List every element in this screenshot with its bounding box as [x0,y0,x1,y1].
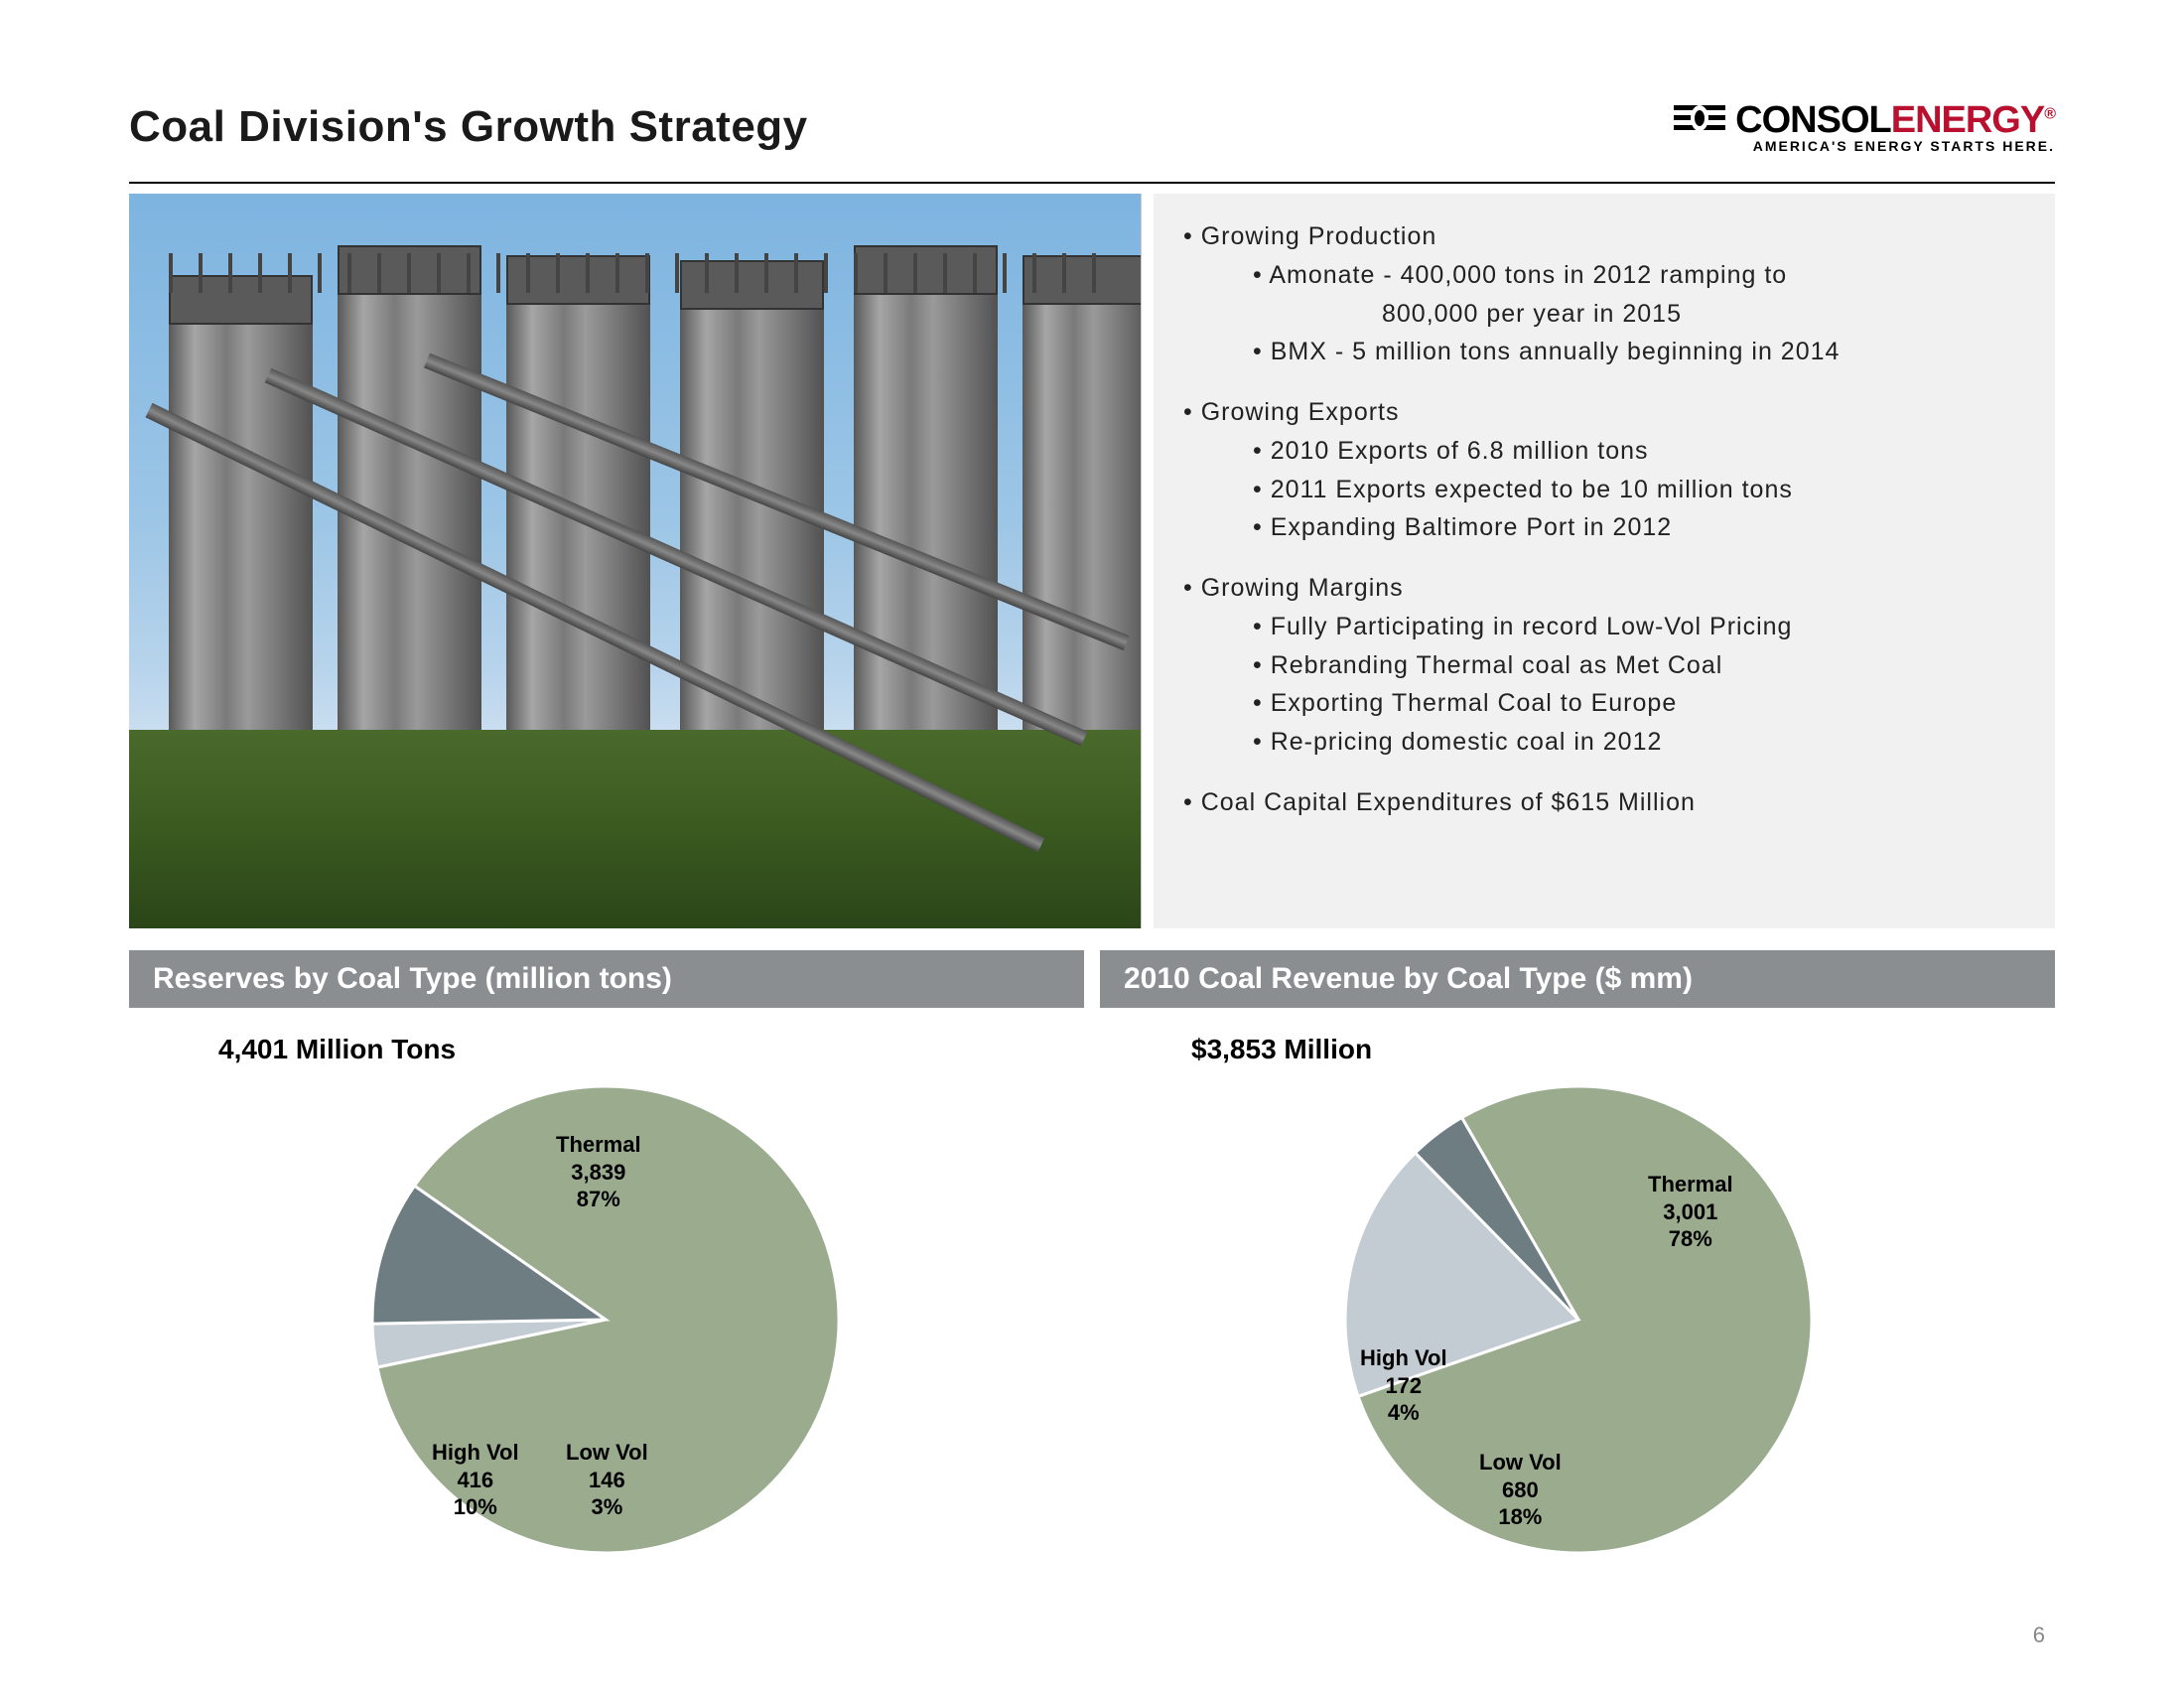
reserves-total: 4,401 Million Tons [218,1034,1082,1065]
subheader-reserves: Reserves by Coal Type (million tons) [129,950,1084,1008]
revenue-total: $3,853 Million [1191,1034,2055,1065]
bullet-section: Growing Exports 2010 Exports of 6.8 milli… [1183,393,2025,547]
logo-reg-mark: ® [2044,105,2055,122]
bullet-section: Coal Capital Expenditures of $615 Millio… [1183,783,2025,822]
logo-stripes-icon [1674,99,1725,142]
logo-tagline: AMERICA'S ENERGY STARTS HERE. [1674,138,2055,154]
bullet-section: Growing Margins Fully Participating in re… [1183,569,2025,762]
bullet-item: Exporting Thermal Coal to Europe [1253,684,2025,723]
bullet-heading: Growing Exports [1183,398,1400,426]
bullet-item: 2010 Exports of 6.8 million tons [1253,432,2025,471]
company-logo: CONSOLENERGY® AMERICA'S ENERGY STARTS HE… [1674,99,2055,154]
header-divider [129,182,2055,184]
logo-text-energy: ENERGY [1891,99,2044,141]
revenue-label-highvol: High Vol 172 4% [1360,1344,1447,1427]
bullet-item: Rebranding Thermal coal as Met Coal [1253,646,2025,685]
slide-header: Coal Division's Growth Strategy CONSOLEN… [129,99,2055,154]
bullet-item: Re-pricing domestic coal in 2012 [1253,723,2025,762]
revenue-label-lowvol: Low Vol 680 18% [1479,1449,1562,1531]
bullet-heading: Growing Production [1183,222,1436,250]
chart-subheaders: Reserves by Coal Type (million tons) 201… [129,950,2055,1008]
slide-title: Coal Division's Growth Strategy [129,102,808,152]
reserves-label-lowvol: Low Vol 146 3% [566,1439,648,1521]
bullet-item: Fully Participating in record Low-Vol Pr… [1253,608,2025,646]
reserves-chart-col: 4,401 Million Tons Thermal 3,839 87% Low… [129,1034,1082,1568]
bullet-heading: Growing Margins [1183,574,1404,602]
logo-text-consol: CONSOL [1735,99,1891,141]
page-number: 6 [2033,1622,2045,1648]
bullet-section: Growing Production Amonate - 400,000 tons… [1183,217,2025,371]
reserves-label-thermal: Thermal 3,839 87% [556,1131,641,1213]
bullet-item: BMX - 5 million tons annually beginning … [1253,333,2025,371]
growth-bullets-panel: Growing Production Amonate - 400,000 tons… [1154,194,2055,928]
subheader-revenue: 2010 Coal Revenue by Coal Type ($ mm) [1100,950,2055,1008]
reserves-label-highvol: High Vol 416 10% [432,1439,519,1521]
revenue-label-thermal: Thermal 3,001 78% [1648,1171,1733,1253]
bullet-item: Expanding Baltimore Port in 2012 [1253,508,2025,547]
bullet-item: 2011 Exports expected to be 10 million t… [1253,471,2025,509]
bullet-item-continuation: 800,000 per year in 2015 [1253,295,2025,334]
revenue-chart-col: $3,853 Million Thermal 3,001 78% Low Vol… [1102,1034,2055,1568]
top-section: Growing Production Amonate - 400,000 tons… [129,194,2055,928]
revenue-pie-chart [1320,1071,1837,1568]
coal-facility-photo [129,194,1142,928]
charts-row: 4,401 Million Tons Thermal 3,839 87% Low… [129,1034,2055,1568]
bullet-heading: Coal Capital Expenditures of $615 Millio… [1183,788,1696,816]
bullet-item: Amonate - 400,000 tons in 2012 ramping t… [1253,256,2025,295]
